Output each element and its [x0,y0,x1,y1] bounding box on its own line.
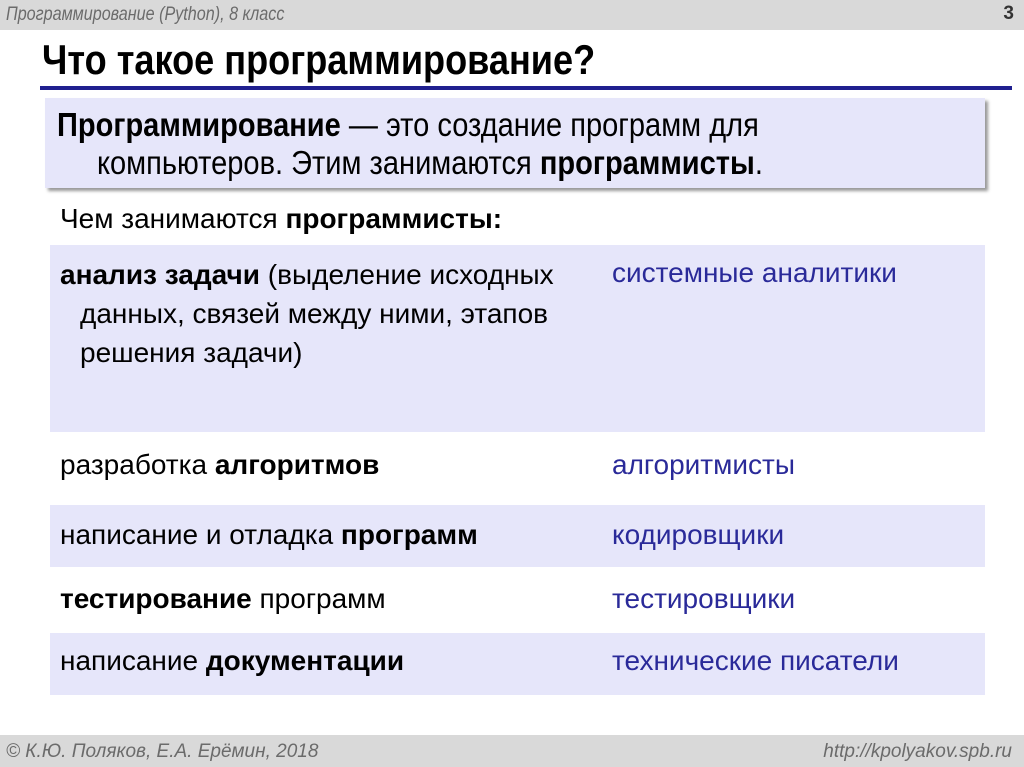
task-bold: анализ задачи [60,259,260,290]
task-text: (выделение исходных данных, связей между… [80,259,554,368]
definition-term: программисты [539,144,755,181]
title-divider [40,86,1012,90]
task-bold: алгоритмов [214,449,380,480]
table-row: анализ задачи (выделение исходных данных… [50,245,985,432]
task-bold: тестирование [60,583,252,614]
copyright: © К.Ю. Поляков, Е.А. Ерёмин, 2018 [6,741,319,762]
role-cell: алгоритмисты [612,449,795,480]
definition-line-2: компьютеров. Этим занимаются программист… [97,144,763,182]
definition-term: Программирование [57,106,341,143]
task-cell: тестирование программ [60,579,386,618]
role-cell: системные аналитики [612,257,897,288]
subtitle-text: Чем занимаются [60,203,286,234]
table-row: написание и отладка программ кодировщики [50,505,985,567]
task-text: программ [251,583,386,614]
task-bold: документации [205,645,405,676]
role-cell: кодировщики [612,519,785,550]
task-cell: разработка алгоритмов [60,445,379,484]
task-cell: анализ задачи (выделение исходных данных… [60,255,580,372]
definition-line-1: Программирование — это создание программ… [57,106,759,144]
subtitle-bold: программисты: [285,203,503,234]
table-row: написание документации технические писат… [50,633,985,695]
site-link[interactable]: http://kpolyakov.spb.ru [823,741,1012,762]
slide-title: Что такое программирование? [42,36,596,83]
subtitle: Чем занимаются программисты: [60,203,502,235]
definition-text: компьютеров. Этим занимаются [97,144,540,181]
task-text: написание [60,645,206,676]
table-row: тестирование программ тестировщики [50,567,985,633]
tasks-table: анализ задачи (выделение исходных данных… [50,245,985,695]
task-text: разработка [60,449,215,480]
page-number: 3 [1003,3,1014,24]
task-text: написание и отладка [60,519,341,550]
role-cell: технические писатели [612,645,899,676]
task-cell: написание документации [60,641,404,680]
definition-period: . [754,144,763,181]
header-bar: Программирование (Python), 8 класс 3 [0,0,1024,30]
definition-box: Программирование — это создание программ… [45,98,985,188]
role-cell: тестировщики [612,583,796,614]
table-row: разработка алгоритмов алгоритмисты [50,432,985,505]
task-bold: программ [340,519,478,550]
footer-bar: © К.Ю. Поляков, Е.А. Ерёмин, 2018 http:/… [0,735,1024,767]
task-cell: написание и отладка программ [60,515,478,554]
course-title: Программирование (Python), 8 класс [6,4,285,25]
definition-text: — это создание программ для [340,106,759,143]
